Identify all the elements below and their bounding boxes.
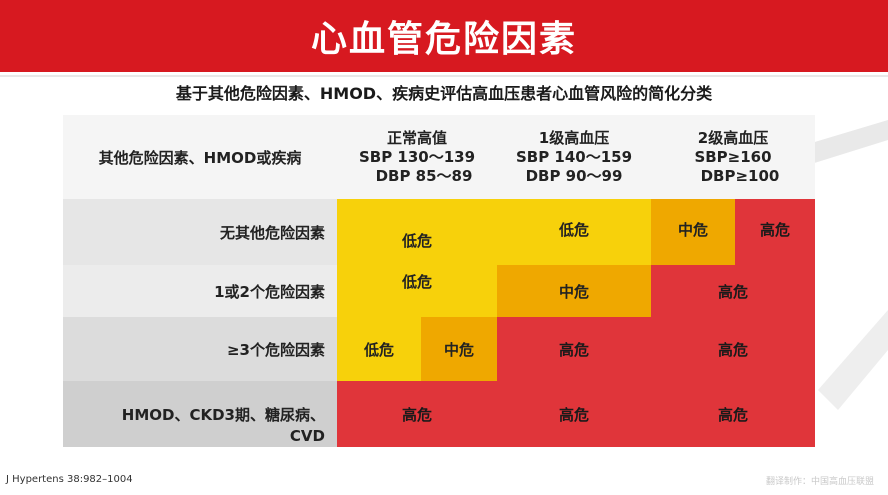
column-header-title: 1级高血压 [538,128,610,147]
column-header-sbp: SBP 140～159 [515,147,633,166]
column-header-normal-high: 正常高值 SBP 130～139 DBP 85～89 [337,115,497,199]
risk-cell-low: 低危 [337,199,497,265]
risk-cell-high: 高危 [735,199,815,265]
row-header-3plus-risk-factors: ≥3个危险因素 [63,317,337,381]
table-corner-header: 其他危险因素、HMOD或疾病 [63,115,337,199]
column-header-dbp: DBP 85～89 [375,166,473,185]
column-header-dbp: DBP 90～99 [525,166,623,185]
column-header-title: 2级高血压 [697,128,769,147]
credit: 翻译制作：中国高血压联盟 [765,477,874,487]
risk-table: 其他危险因素、HMOD或疾病 正常高值 SBP 130～139 DBP 85～8… [63,115,815,447]
column-header-dbp: DBP≥100 [700,166,780,185]
column-header-grade1: 1级高血压 SBP 140～159 DBP 90～99 [497,115,651,199]
citation: J Hypertens 38:982–1004 [6,474,133,485]
risk-cell-low: 低危 [337,265,497,317]
title-divider-shadow [0,75,888,77]
column-header-grade2: 2级高血压 SBP≥160 DBP≥100 [651,115,815,199]
risk-cell-low: 低危 [497,199,651,265]
title-divider [0,72,888,75]
title-bar: 心血管危险因素 [0,0,888,72]
corner-header-label: 其他危险因素、HMOD或疾病 [98,148,302,167]
risk-cell-high: 高危 [651,381,815,447]
column-header-sbp: SBP 130～139 [358,147,476,166]
risk-cell-high: 高危 [651,317,815,381]
column-header-title: 正常高值 [386,128,447,147]
row-header-hmod-ckd-diabetes-cvd: HMOD、CKD3期、糖尿病、 CVD [63,381,337,447]
risk-cell-medium: 中危 [421,317,497,381]
risk-cell-low: 低危 [337,317,421,381]
risk-cell-high: 高危 [497,317,651,381]
risk-cell-high: 高危 [651,265,815,317]
row-header-no-risk-factors: 无其他危险因素 [63,199,337,265]
row-header-1-2-risk-factors: 1或2个危险因素 [63,265,337,317]
risk-cell-medium: 中危 [497,265,651,317]
risk-cell-high: 高危 [497,381,651,447]
risk-cell-medium: 中危 [651,199,735,265]
column-header-sbp: SBP≥160 [694,147,772,166]
page-title: 心血管危险因素 [310,19,577,60]
subtitle: 基于其他危险因素、HMOD、疾病史评估高血压患者心血管风险的简化分类 [175,84,713,103]
risk-cell-high: 高危 [337,381,497,447]
